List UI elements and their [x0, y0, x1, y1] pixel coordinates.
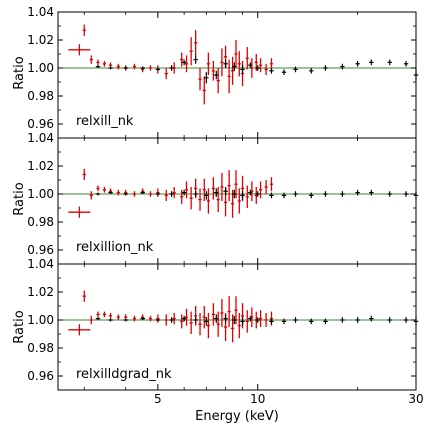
- x-tick-label: 30: [408, 392, 423, 406]
- y-tick-label: 1.02: [27, 159, 54, 173]
- series-red: [68, 24, 274, 105]
- y-tick-label: 1.00: [27, 61, 54, 75]
- panel-3: 0.96 0.98 1.00 1.02 1.04 5 10 30: [27, 257, 423, 406]
- panel-1: 0.96 0.98 1.00 1.02 1.04: [27, 5, 419, 139]
- y-tick-label: 0.98: [27, 89, 54, 103]
- panel-1-model-label: relxill_nk: [76, 114, 134, 129]
- series-black: [95, 187, 419, 200]
- panel-2-y-axis-title: Ratio: [12, 182, 27, 215]
- series-black: [95, 55, 419, 84]
- y-tick-label: 0.98: [27, 215, 54, 229]
- y-tick-label: 1.04: [27, 257, 54, 271]
- y-tick-label: 0.98: [27, 341, 54, 355]
- x-tick-label: 5: [154, 392, 162, 406]
- panel-3-model-label: relxilldgrad_nk: [76, 367, 172, 382]
- y-tick-label: 1.02: [27, 285, 54, 299]
- y-tick-label: 1.00: [27, 187, 54, 201]
- y-tick-label: 1.04: [27, 131, 54, 145]
- y-tick-label: 0.96: [27, 369, 54, 383]
- panel-3-y-axis-title: Ratio: [12, 310, 27, 343]
- series-red: [68, 290, 274, 343]
- panels: 0.960.981.001.021.040.960.981.001.021.04…: [27, 5, 423, 406]
- y-tick-label: 1.02: [27, 33, 54, 47]
- x-tick-label: 10: [250, 392, 265, 406]
- series-black: [95, 314, 419, 326]
- y-tick-label: 0.96: [27, 117, 54, 131]
- series-red: [68, 168, 274, 218]
- x-axis-title: Energy (keV): [195, 409, 279, 424]
- y-tick-label: 1.00: [27, 313, 54, 327]
- panel-frame: [57, 263, 417, 391]
- panel-1-y-axis-title: Ratio: [12, 56, 27, 89]
- y-tick-label: 1.04: [27, 5, 54, 19]
- y-tick-label: 0.96: [27, 243, 54, 257]
- panel-2-model-label: relxillion_nk: [76, 240, 154, 255]
